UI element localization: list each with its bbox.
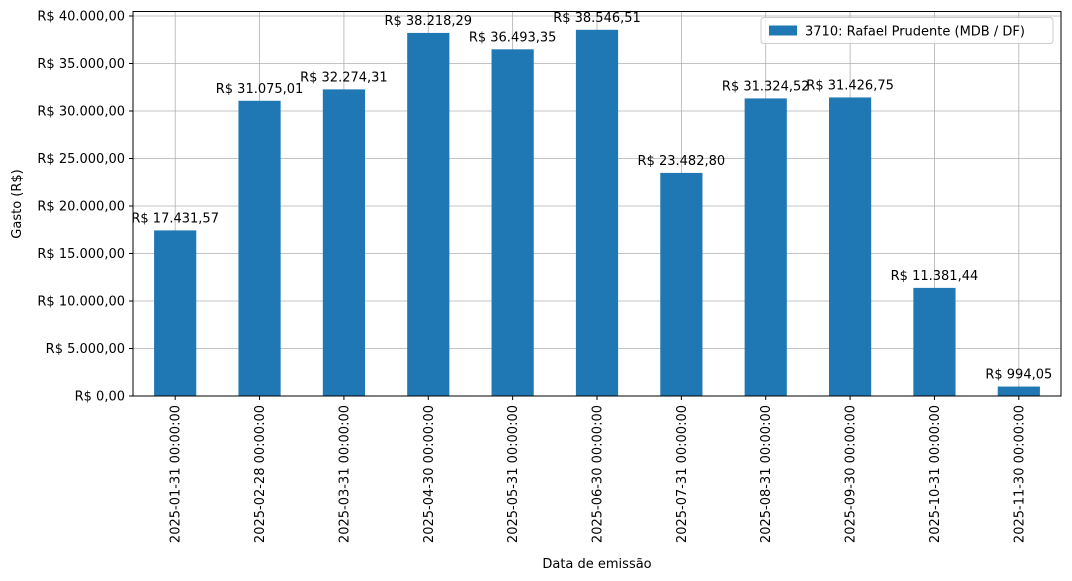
value-label: R$ 31.075,01 bbox=[216, 82, 304, 97]
x-tick-label: 2025-06-30 00:00:00 bbox=[591, 405, 606, 543]
value-label: R$ 994,05 bbox=[985, 368, 1052, 383]
y-tick-label: R$ 35.000,00 bbox=[37, 57, 125, 72]
value-label: R$ 38.218,29 bbox=[384, 14, 472, 29]
value-label: R$ 31.324,52 bbox=[722, 79, 810, 94]
plot-frame bbox=[132, 11, 1062, 397]
x-axis-label: Data de emissão bbox=[542, 557, 651, 572]
y-tick-label: R$ 40.000,00 bbox=[37, 10, 125, 25]
legend: 3710: Rafael Prudente (MDB / DF) bbox=[760, 17, 1054, 44]
bar bbox=[660, 172, 703, 396]
x-tick-label: 2025-08-31 00:00:00 bbox=[759, 405, 774, 543]
value-label: R$ 23.482,80 bbox=[638, 154, 726, 169]
y-axis-label: Gasto (R$) bbox=[10, 169, 25, 238]
x-tick-label: 2025-04-30 00:00:00 bbox=[422, 405, 437, 543]
bar bbox=[913, 287, 956, 396]
legend-label: 3710: Rafael Prudente (MDB / DF) bbox=[805, 25, 1025, 40]
x-tick-label: 2025-03-31 00:00:00 bbox=[337, 405, 352, 543]
y-tick-label: R$ 0,00 bbox=[75, 390, 125, 405]
value-label: R$ 31.426,75 bbox=[806, 78, 894, 93]
bar bbox=[322, 89, 365, 396]
bar bbox=[575, 29, 619, 396]
y-tick-label: R$ 10.000,00 bbox=[37, 295, 125, 310]
value-label: R$ 38.546,51 bbox=[553, 11, 641, 26]
y-tick-label: R$ 25.000,00 bbox=[37, 152, 125, 167]
value-label: R$ 36.493,35 bbox=[469, 30, 557, 45]
y-tick-label: R$ 15.000,00 bbox=[37, 247, 125, 262]
y-tick-label: R$ 30.000,00 bbox=[37, 105, 125, 120]
value-label: R$ 11.381,44 bbox=[891, 269, 979, 284]
bar bbox=[744, 98, 787, 396]
value-label: R$ 32.274,31 bbox=[300, 70, 388, 85]
x-tick-label: 2025-07-31 00:00:00 bbox=[675, 405, 690, 543]
bar bbox=[154, 230, 197, 396]
x-tick-label: 2025-10-31 00:00:00 bbox=[928, 405, 943, 543]
y-tick-label: R$ 20.000,00 bbox=[37, 200, 125, 215]
bar bbox=[997, 386, 1040, 396]
bar bbox=[407, 32, 450, 396]
bar bbox=[238, 100, 281, 396]
value-label: R$ 17.431,57 bbox=[131, 211, 219, 226]
legend-swatch bbox=[769, 25, 797, 36]
x-tick-label: 2025-09-30 00:00:00 bbox=[844, 405, 859, 543]
x-tick-label: 2025-11-30 00:00:00 bbox=[1012, 405, 1027, 543]
bar bbox=[491, 49, 534, 396]
x-tick-label: 2025-05-31 00:00:00 bbox=[506, 405, 521, 543]
x-tick-label: 2025-01-31 00:00:00 bbox=[169, 405, 184, 543]
bar bbox=[829, 97, 872, 396]
x-tick-label: 2025-02-28 00:00:00 bbox=[253, 405, 268, 543]
legend-box bbox=[760, 17, 1054, 44]
y-tick-label: R$ 5.000,00 bbox=[46, 342, 125, 357]
